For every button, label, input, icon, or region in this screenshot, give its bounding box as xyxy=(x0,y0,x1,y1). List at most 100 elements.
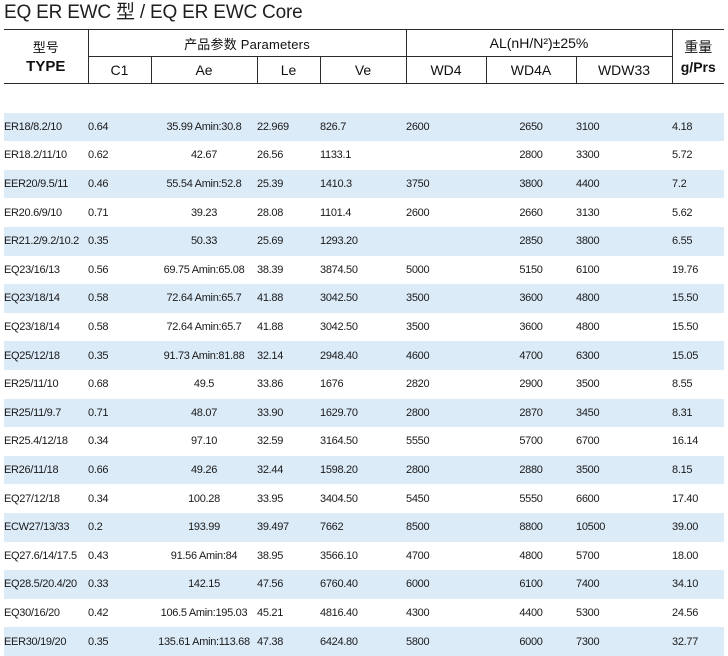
le-cell: 32.44 xyxy=(257,455,320,485)
parameters-group-header: 产品参数 Parameters xyxy=(87,29,407,57)
wd4a-cell: 6000 xyxy=(486,627,576,656)
ve-cell: 3874.50 xyxy=(320,263,358,276)
weight-cell: 8.31 xyxy=(672,398,725,428)
table-row: EQ25/12/18 0.35 91.73 Amin:81.88 32.14 2948.… xyxy=(4,341,725,370)
wd4a-cell: 2660 xyxy=(519,206,543,219)
wdw33-cell: 6300 xyxy=(576,341,673,370)
ae-cell: 49.26 xyxy=(151,455,257,485)
table-row: EQ28.5/20.4/20 0.33 142.15 47.56 6760.40 6000… xyxy=(4,570,725,599)
le-cell: 41.88 xyxy=(257,284,320,313)
table-row: ER20.6/9/10 0.71 39.23 28.08 1101.4 2600 2660 3… xyxy=(4,198,724,227)
table-row: EQ23/18/14 0.58 72.64 Amin:65.7 41.88 3042.5… xyxy=(4,313,724,342)
le-cell: 28.08 xyxy=(257,206,284,219)
wd4a-cell: 5550 xyxy=(519,492,543,505)
ae-cell: 142.15 xyxy=(151,570,257,599)
ae-cell: 106.5 Amin:195.03 xyxy=(160,606,248,619)
ve-cell: 1101.4 xyxy=(320,206,352,219)
wd4-cell: 3500 xyxy=(406,321,430,334)
c1-cell: 0.33 xyxy=(88,570,151,599)
table-row: ER18/8.2/10 0.64 35.99 Amin:30.8 22.969 826.… xyxy=(4,112,725,142)
ae-cell: 91.56 Amin:84 xyxy=(170,549,238,562)
wd4-cell: 2820 xyxy=(406,378,430,391)
ve-cell: 6424.80 xyxy=(320,627,406,656)
type-header-zh: 型号 xyxy=(32,39,59,55)
type-cell: EER20/9.5/11 xyxy=(4,169,88,199)
weight-cell: 19.76 xyxy=(672,263,699,276)
c1-cell: 0.62 xyxy=(88,149,109,162)
weight-cell: 24.56 xyxy=(672,606,699,619)
ve-cell: 3566.10 xyxy=(320,549,358,562)
ae-cell: 91.73 Amin:81.88 xyxy=(151,341,257,370)
type-cell: EQ27/12/18 xyxy=(4,492,60,505)
ae-cell: 50.33 xyxy=(151,226,257,256)
wdw33-cell: 6600 xyxy=(576,492,600,505)
table-row: ECW27/13/33 0.2 193.99 39.497 7662 8500 8800 10… xyxy=(4,512,725,542)
le-cell: 33.90 xyxy=(257,398,320,428)
le-cell: 33.86 xyxy=(257,378,284,391)
ae-cell: 69.75 Amin:65.08 xyxy=(163,263,245,276)
ae-cell: 42.67 xyxy=(190,149,218,162)
ae-cell: 48.07 xyxy=(151,398,257,428)
weight-cell: 16.14 xyxy=(672,435,699,448)
le-cell: 41.88 xyxy=(257,321,284,334)
c1-cell: 0.58 xyxy=(88,321,109,334)
type-cell: EQ30/16/20 xyxy=(4,606,60,619)
le-column-header: Le xyxy=(256,56,321,84)
al-group-header: AL(nH/N²)±25% xyxy=(405,29,673,57)
ve-cell: 2948.40 xyxy=(320,341,406,370)
c1-cell: 0.64 xyxy=(88,112,151,142)
type-cell: EQ27.6/14/17.5 xyxy=(4,549,77,562)
weight-header-zh: 重量 xyxy=(684,38,713,55)
wd4-cell: 4700 xyxy=(406,549,430,562)
wdw33-cell: 3450 xyxy=(576,398,673,428)
ve-cell: 4816.40 xyxy=(320,606,358,619)
ae-cell: 100.28 xyxy=(188,492,220,505)
table-row: EQ23/18/14 0.58 72.64 Amin:65.7 41.88 3042.5… xyxy=(4,284,725,313)
wd4a-cell: 3800 xyxy=(486,169,576,199)
table-row: ER25.4/12/18 0.34 97.10 32.59 3164.50 5550 570… xyxy=(4,427,724,456)
ve-column-header: Ve xyxy=(319,56,407,84)
weight-cell: 4.18 xyxy=(672,112,725,142)
ve-cell: 1410.3 xyxy=(320,169,406,199)
type-cell: EER30/19/20 xyxy=(4,627,88,656)
core-spec-table: 型号 TYPE 产品参数 Parameters AL(nH/N²)±25% 重量… xyxy=(4,29,725,656)
wdw33-cell: 7400 xyxy=(576,570,673,599)
weight-cell: 15.50 xyxy=(672,321,699,334)
c1-cell: 0.46 xyxy=(88,169,151,199)
le-cell: 22.969 xyxy=(257,112,320,142)
wd4a-cell: 5700 xyxy=(519,435,543,448)
ve-cell: 6760.40 xyxy=(320,570,406,599)
wdw33-cell: 5700 xyxy=(576,549,600,562)
wdw33-cell: 4800 xyxy=(576,284,673,313)
ve-cell: 7662 xyxy=(320,512,406,542)
type-cell: EQ23/16/13 xyxy=(4,263,60,276)
wdw33-cell: 6100 xyxy=(576,263,600,276)
table-row: EER20/9.5/11 0.46 55.54 Amin:52.8 25.39 1410… xyxy=(4,169,725,199)
wd4-cell xyxy=(406,141,486,170)
ve-cell: 1598.20 xyxy=(320,455,406,485)
wd4-cell: 3750 xyxy=(406,169,486,199)
wd4-cell: 2800 xyxy=(406,398,486,428)
ve-cell: 1629.70 xyxy=(320,398,406,428)
wd4a-cell: 2870 xyxy=(486,398,576,428)
weight-cell: 8.15 xyxy=(672,455,725,485)
wd4-cell: 2600 xyxy=(406,206,430,219)
ae-column-header: Ae xyxy=(150,56,258,84)
c1-cell: 0.42 xyxy=(88,606,109,619)
wdw33-cell: 6700 xyxy=(576,435,600,448)
table-body: ER18/8.2/10 0.64 35.99 Amin:30.8 22.969 826.… xyxy=(4,84,725,656)
wd4a-cell: 3600 xyxy=(519,321,543,334)
wd4-cell: 4600 xyxy=(406,341,486,370)
wd4-cell: 5550 xyxy=(406,435,430,448)
wdw33-cell: 3800 xyxy=(576,226,673,256)
c1-cell: 0.35 xyxy=(88,627,151,656)
type-cell: ER25/11/10 xyxy=(4,378,59,391)
type-cell: ECW27/13/33 xyxy=(4,512,88,542)
c1-cell: 0.35 xyxy=(88,226,151,256)
le-cell: 25.39 xyxy=(257,169,320,199)
table-row: ER26/11/18 0.66 49.26 32.44 1598.20 2800 2880 3… xyxy=(4,455,725,485)
c1-cell: 0.35 xyxy=(88,341,151,370)
c1-cell: 0.66 xyxy=(88,455,151,485)
le-cell: 47.56 xyxy=(257,570,320,599)
wd4-cell: 6000 xyxy=(406,570,486,599)
